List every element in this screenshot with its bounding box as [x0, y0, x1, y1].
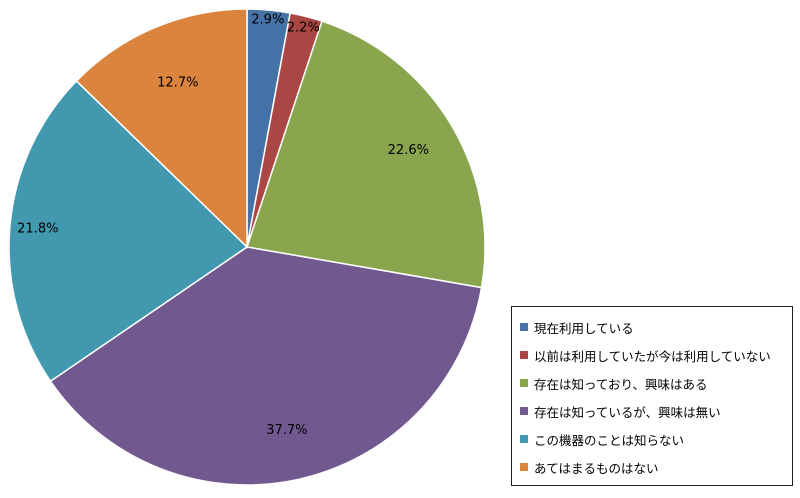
data-label-aware-interested: 22.6%	[388, 143, 429, 158]
pie-slice-aware-not-interested	[49, 246, 483, 486]
pie-slice-aware-interested	[246, 20, 486, 289]
legend-label-used-before: 以前は利用していたが今は利用していない	[534, 348, 771, 364]
legend-swatch-currently-using	[520, 323, 528, 331]
legend-item-aware-not-interested: 存在は知っているが、興味は無い	[520, 397, 792, 425]
pie-slice-none-apply	[75, 8, 248, 249]
pie-data-labels: 2.9%2.2% 22.6% 37.7% 21.8% 12.7%	[17, 12, 429, 438]
chart-legend: 現在利用している 以前は利用していたが今は利用していない 存在は知っており、興味…	[511, 306, 793, 486]
data-label-currently-using: 2.9%	[251, 12, 284, 27]
data-label-aware-not-interested: 37.7%	[266, 423, 307, 438]
legend-swatch-none-apply	[520, 463, 528, 471]
pie-slice-not-aware	[8, 79, 249, 383]
legend-item-used-before: 以前は利用していたが今は利用していない	[520, 341, 792, 369]
legend-label-currently-using: 現在利用している	[534, 320, 634, 336]
data-label-none-apply: 12.7%	[157, 76, 198, 91]
data-label-not-aware: 21.8%	[17, 221, 58, 236]
legend-item-aware-interested: 存在は知っており、興味はある	[520, 369, 792, 397]
legend-swatch-aware-not-interested	[520, 407, 528, 415]
legend-item-currently-using: 現在利用している	[520, 313, 792, 341]
legend-swatch-aware-interested	[520, 379, 528, 387]
legend-swatch-not-aware	[520, 435, 528, 443]
legend-label-not-aware: この機器のことは知らない	[534, 432, 685, 448]
legend-swatch-used-before	[520, 351, 528, 359]
legend-label-none-apply: あてはまるものはない	[534, 460, 659, 476]
legend-label-aware-interested: 存在は知っており、興味はある	[534, 376, 708, 392]
legend-item-none-apply: あてはまるものはない	[520, 453, 792, 481]
data-label-used-before: 2.2%	[287, 21, 320, 36]
legend-item-not-aware: この機器のことは知らない	[520, 425, 792, 453]
legend-label-aware-not-interested: 存在は知っているが、興味は無い	[534, 404, 721, 420]
pie-slices	[8, 8, 486, 486]
